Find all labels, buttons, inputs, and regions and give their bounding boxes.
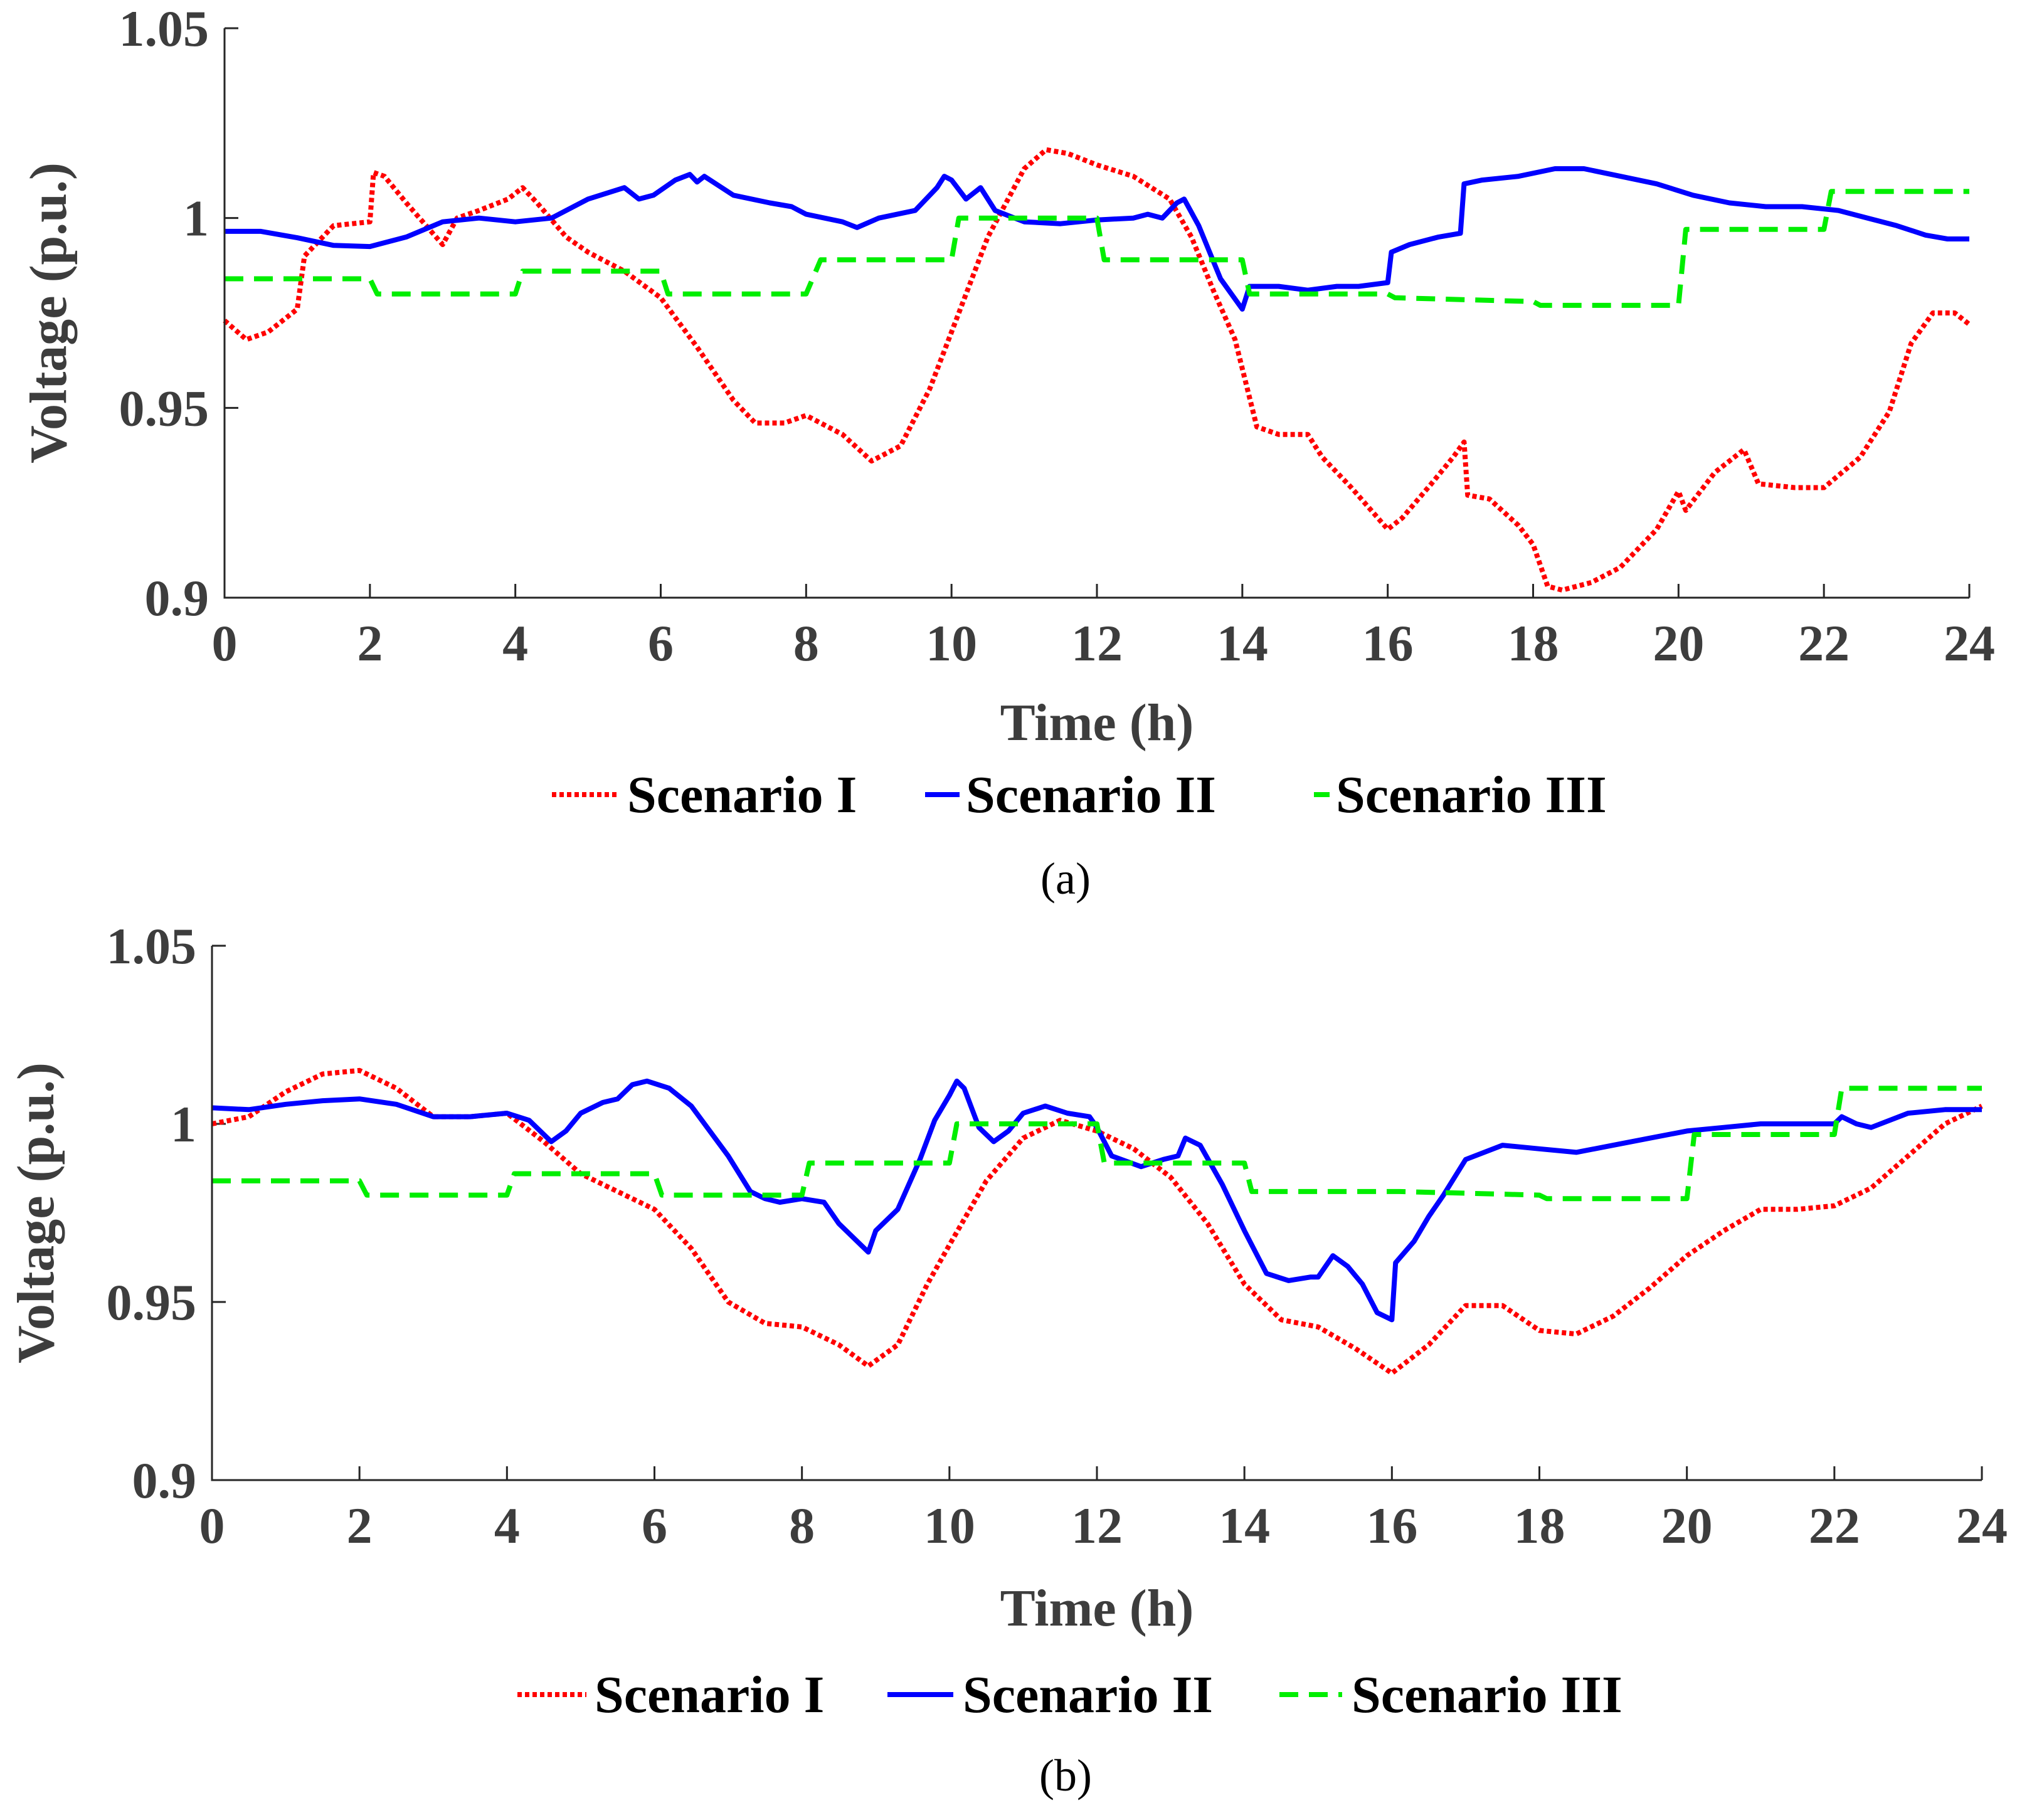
- y-tick-label-a-3: 1.05: [119, 0, 209, 57]
- x-tick-label-b-3: 6: [642, 1497, 667, 1554]
- series-line-scenario-i-a: [223, 147, 1971, 593]
- y-tick-label-a-0: 0.9: [145, 569, 209, 627]
- x-tick-label-b-5: 10: [924, 1497, 975, 1554]
- x-tick-label-b-7: 14: [1219, 1497, 1270, 1554]
- legend-b: Scenario I Scenario II Scenario III: [517, 1666, 1622, 1724]
- axes-box-b: [211, 946, 1982, 1481]
- x-axis-title-b: Time (h): [1000, 1579, 1194, 1637]
- x-tick-label-b-12: 24: [1956, 1497, 2008, 1554]
- x-ticks-a: 0 2 4 6 8 10 12 14 16 18 20 22 24: [212, 584, 1995, 672]
- y-tick-label-a-2: 1: [183, 190, 209, 247]
- x-tick-label-a-5: 10: [926, 615, 977, 672]
- y-tick-label-b-0: 0.9: [132, 1452, 197, 1509]
- x-axis-title-a: Time (h): [1000, 694, 1194, 752]
- series-line-scenario-ii-b: [211, 1078, 1982, 1323]
- x-tick-label-a-6: 12: [1071, 615, 1123, 672]
- x-tick-label-a-1: 2: [357, 615, 383, 672]
- legend-label-scenario-i-b: Scenario I: [595, 1666, 824, 1724]
- x-tick-label-a-9: 18: [1508, 615, 1559, 672]
- y-ticks-a: 0.9 0.95 1 1.05: [119, 0, 238, 627]
- x-tick-label-a-2: 4: [502, 615, 528, 672]
- legend-label-scenario-ii-b: Scenario II: [963, 1666, 1213, 1724]
- x-tick-label-a-12: 24: [1944, 615, 1995, 672]
- series-layer-a: [223, 147, 1971, 593]
- x-tick-label-a-11: 22: [1798, 615, 1850, 672]
- panel-label-a: (a): [1040, 854, 1091, 904]
- x-tick-label-b-1: 2: [347, 1497, 373, 1554]
- legend-label-scenario-ii-a: Scenario II: [966, 766, 1216, 824]
- x-tick-label-b-2: 4: [494, 1497, 520, 1554]
- panel-label-b: (b): [1039, 1750, 1092, 1801]
- x-tick-label-a-0: 0: [212, 615, 238, 672]
- legend-a: Scenario I Scenario II Scenario III: [552, 766, 1607, 824]
- axes-box-a: [223, 28, 1969, 599]
- series-layer-b: [211, 1067, 1983, 1376]
- x-tick-label-b-6: 12: [1071, 1497, 1123, 1554]
- x-tick-label-b-4: 8: [789, 1497, 815, 1554]
- legend-label-scenario-iii-a: Scenario III: [1336, 766, 1607, 824]
- y-tick-label-a-1: 0.95: [119, 379, 209, 436]
- x-tick-label-a-8: 16: [1362, 615, 1414, 672]
- x-ticks-b: 0 2 4 6 8 10 12 14 16 18 20 22 24: [199, 1466, 2008, 1554]
- series-line-scenario-i-b: [211, 1067, 1983, 1376]
- x-tick-label-b-8: 16: [1366, 1497, 1417, 1554]
- legend-label-scenario-i-a: Scenario I: [627, 766, 857, 824]
- y-axis-title-b: Voltage (p.u.): [7, 1062, 65, 1363]
- y-tick-label-b-3: 1.05: [107, 918, 197, 975]
- y-tick-label-b-2: 1: [171, 1096, 196, 1153]
- x-tick-label-b-0: 0: [199, 1497, 225, 1554]
- x-tick-label-a-10: 20: [1653, 615, 1704, 672]
- series-line-scenario-iii-a: [225, 189, 1969, 308]
- series-line-scenario-iii-b: [212, 1086, 1982, 1202]
- x-tick-label-a-7: 14: [1217, 615, 1268, 672]
- y-axis-title-a: Voltage (p.u.): [19, 162, 78, 463]
- y-ticks-b: 0.9 0.95 1 1.05: [107, 918, 226, 1509]
- x-tick-label-b-11: 22: [1809, 1497, 1860, 1554]
- x-tick-label-a-3: 6: [648, 615, 674, 672]
- x-tick-label-a-4: 8: [793, 615, 819, 672]
- x-tick-label-b-9: 18: [1514, 1497, 1565, 1554]
- legend-label-scenario-iii-b: Scenario III: [1352, 1666, 1622, 1724]
- y-tick-label-b-1: 0.95: [107, 1274, 197, 1331]
- x-tick-label-b-10: 20: [1661, 1497, 1713, 1554]
- series-line-scenario-ii-a: [225, 166, 1969, 312]
